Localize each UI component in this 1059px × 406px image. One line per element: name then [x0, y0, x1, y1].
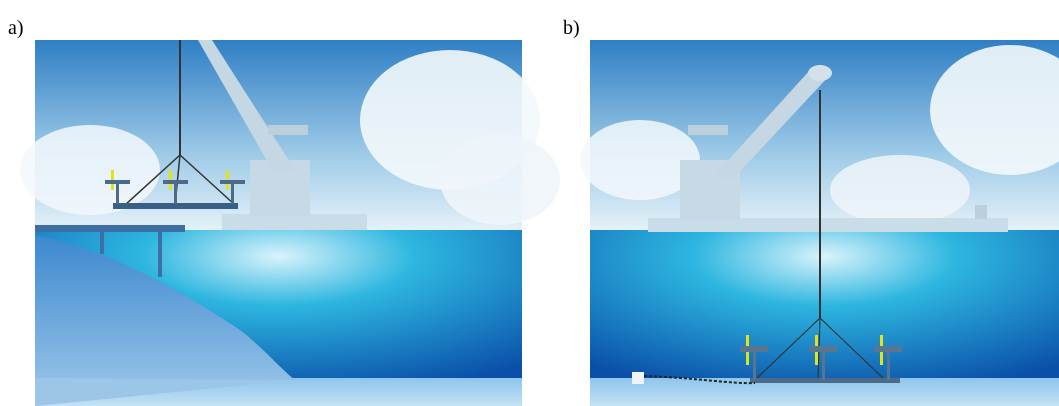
- panel-label: a): [8, 17, 24, 39]
- panel-label: b): [563, 17, 580, 39]
- panel-b-scene: [580, 40, 1059, 406]
- panel-a-scene: [20, 40, 560, 406]
- figure: a) b): [0, 0, 1059, 406]
